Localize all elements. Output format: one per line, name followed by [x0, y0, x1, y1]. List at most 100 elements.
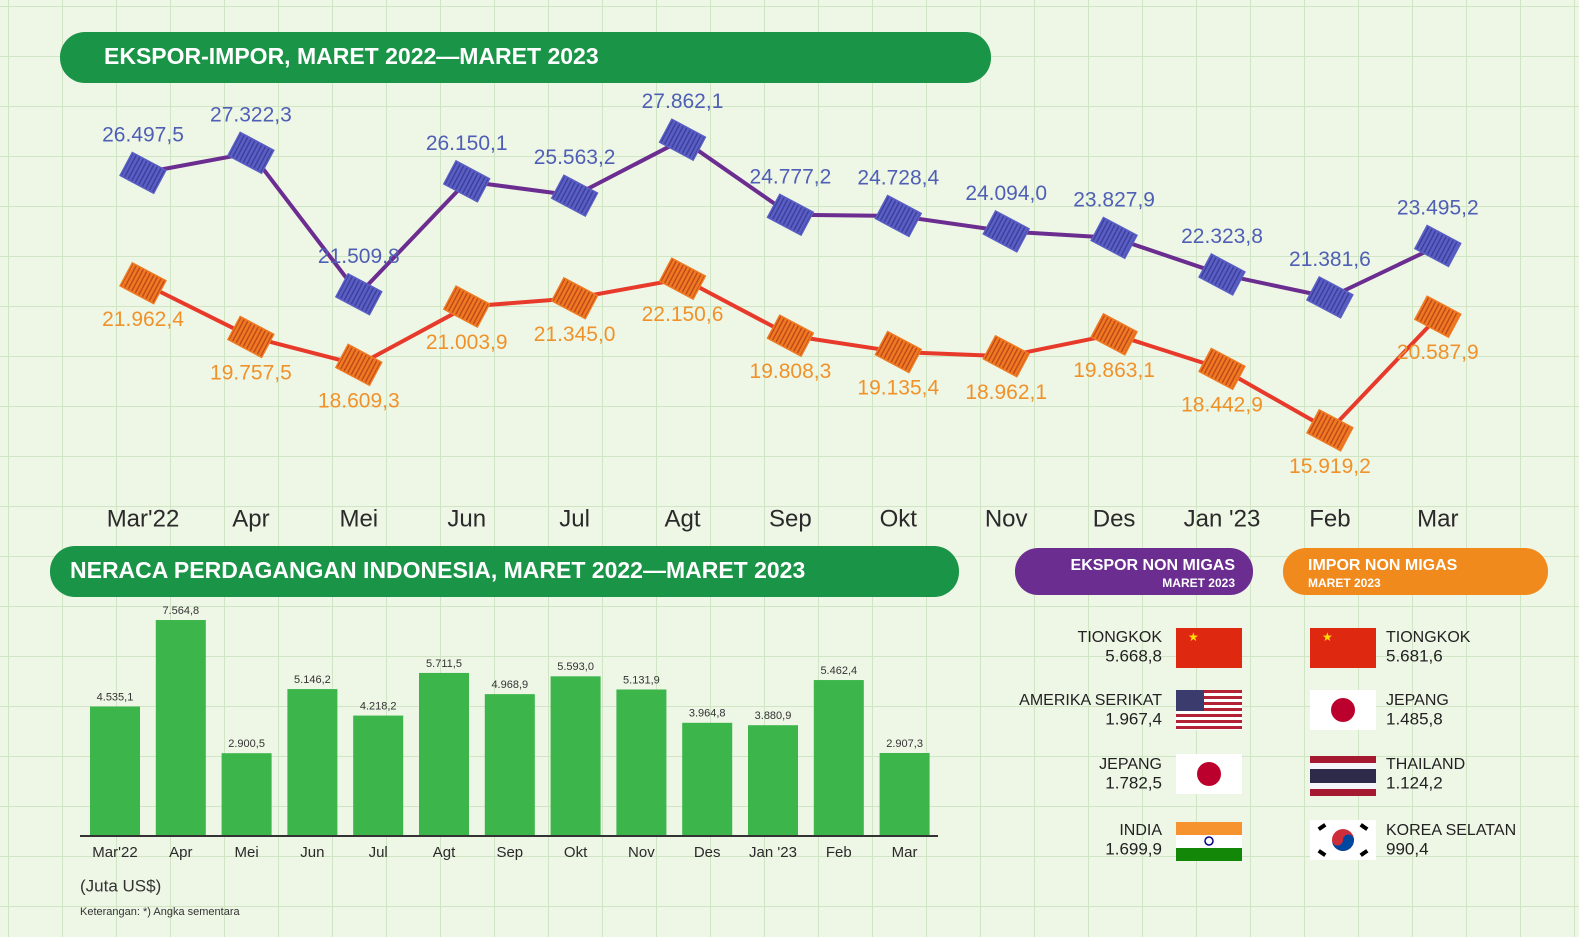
value-label: 22.150,6 — [642, 303, 724, 326]
x-tick-label: Jan '23 — [1184, 505, 1261, 532]
value-label: 3.880,9 — [755, 710, 792, 722]
value-label: 18.609,3 — [318, 389, 400, 412]
country-name: JEPANG — [1386, 692, 1449, 709]
flag-thailand — [1310, 756, 1376, 796]
x-tick-label: Apr — [232, 505, 269, 532]
svg-text:★: ★ — [1188, 630, 1199, 644]
container-marker — [875, 332, 921, 373]
x-tick-label: Sep — [769, 505, 812, 532]
country-name: JEPANG — [1099, 756, 1162, 773]
container-marker — [660, 258, 706, 299]
x-tick-label: Mei — [235, 844, 259, 861]
x-tick-label: Feb — [1309, 505, 1350, 532]
value-label: 23.827,9 — [1073, 188, 1155, 211]
country-name: INDIA — [1119, 822, 1162, 839]
infographic: EKSPOR-IMPOR, MARET 2022—MARET 2023 NERA… — [0, 0, 1579, 937]
x-tick-label: Apr — [169, 844, 192, 861]
value-label: 27.862,1 — [642, 90, 724, 113]
value-label: 19.863,1 — [1073, 359, 1155, 382]
country-value: 1.124,2 — [1386, 773, 1443, 792]
container-marker — [1307, 277, 1353, 318]
container-marker — [768, 194, 814, 235]
value-label: 23.495,2 — [1397, 196, 1479, 219]
value-label: 21.381,6 — [1289, 248, 1371, 271]
x-tick-label: Sep — [496, 844, 523, 861]
container-marker — [444, 286, 490, 327]
bar — [90, 707, 140, 836]
value-label: 5.131,9 — [623, 674, 660, 686]
x-tick-label: Jun — [300, 844, 324, 861]
value-label: 2.900,5 — [228, 738, 265, 750]
value-label: 4.218,2 — [360, 700, 397, 712]
country-value: 1.699,9 — [1105, 839, 1162, 858]
value-label: 25.563,2 — [534, 146, 616, 169]
bar — [551, 676, 601, 836]
x-tick-label: Nov — [985, 505, 1028, 532]
export-title: EKSPOR NON MIGAS — [1071, 557, 1236, 574]
value-label: 21.962,4 — [102, 308, 184, 331]
container-marker — [1199, 254, 1245, 295]
container-marker — [228, 132, 274, 173]
x-tick-label: Mei — [339, 505, 378, 532]
x-tick-label: Okt — [880, 505, 918, 532]
country-value: 990,4 — [1386, 839, 1429, 858]
country-value: 1.485,8 — [1386, 709, 1443, 728]
bar — [682, 723, 732, 836]
value-label: 2.907,3 — [886, 738, 923, 750]
x-tick-label: Feb — [826, 844, 852, 861]
bar — [748, 725, 798, 836]
x-tick-label: Mar'22 — [107, 505, 180, 532]
country-value: 5.681,6 — [1386, 646, 1443, 665]
container-marker — [552, 278, 598, 319]
import-subtitle: MARET 2023 — [1308, 576, 1381, 590]
x-tick-label: Jul — [369, 844, 388, 861]
value-label: 26.150,1 — [426, 132, 508, 155]
country-value: 5.668,8 — [1105, 646, 1162, 665]
unit-label: (Juta US$) — [80, 876, 161, 895]
x-tick-label: Jan '23 — [749, 844, 797, 861]
country-value: 1.782,5 — [1105, 773, 1162, 792]
flag-china: ★ — [1310, 628, 1376, 668]
container-marker — [120, 152, 166, 193]
container-marker — [336, 344, 382, 385]
x-tick-label: Jul — [559, 505, 590, 532]
container-marker — [983, 336, 1029, 377]
value-label: 24.777,2 — [750, 165, 832, 188]
x-tick-label: Agt — [664, 505, 700, 532]
value-label: 5.146,2 — [294, 674, 331, 686]
flag-japan — [1310, 690, 1376, 730]
value-label: 4.535,1 — [97, 691, 134, 703]
x-tick-label: Mar'22 — [92, 844, 137, 861]
container-marker — [768, 315, 814, 356]
container-marker — [875, 196, 921, 237]
country-name: THAILAND — [1386, 756, 1465, 773]
svg-text:★: ★ — [1322, 630, 1333, 644]
container-marker — [120, 263, 166, 304]
value-label: 21.345,0 — [534, 323, 616, 346]
value-label: 24.094,0 — [965, 182, 1047, 205]
container-marker — [1415, 226, 1461, 267]
bar — [814, 680, 864, 836]
flag-korea — [1310, 820, 1376, 860]
value-label: 4.968,9 — [491, 679, 528, 691]
value-label: 3.964,8 — [689, 708, 726, 720]
x-tick-label: Des — [694, 844, 721, 861]
x-tick-label: Des — [1093, 505, 1136, 532]
x-tick-label: Mar — [892, 844, 918, 861]
bar — [419, 673, 469, 836]
value-label: 21.509,8 — [318, 245, 400, 268]
value-label: 7.564,8 — [162, 605, 199, 617]
bar — [287, 689, 337, 836]
container-marker — [660, 119, 706, 160]
note: Keterangan: *) Angka sementara — [80, 906, 240, 918]
bar — [616, 689, 666, 836]
value-label: 20.587,9 — [1397, 341, 1479, 364]
canvas: EKSPOR-IMPOR, MARET 2022—MARET 2023 NERA… — [0, 0, 1579, 937]
x-tick-label: Nov — [628, 844, 655, 861]
bar — [880, 753, 930, 836]
value-label: 24.728,4 — [857, 166, 939, 189]
value-label: 18.442,9 — [1181, 393, 1263, 416]
value-label: 27.322,3 — [210, 103, 292, 126]
container-marker — [1091, 314, 1137, 355]
value-label: 5.593,0 — [557, 661, 594, 673]
